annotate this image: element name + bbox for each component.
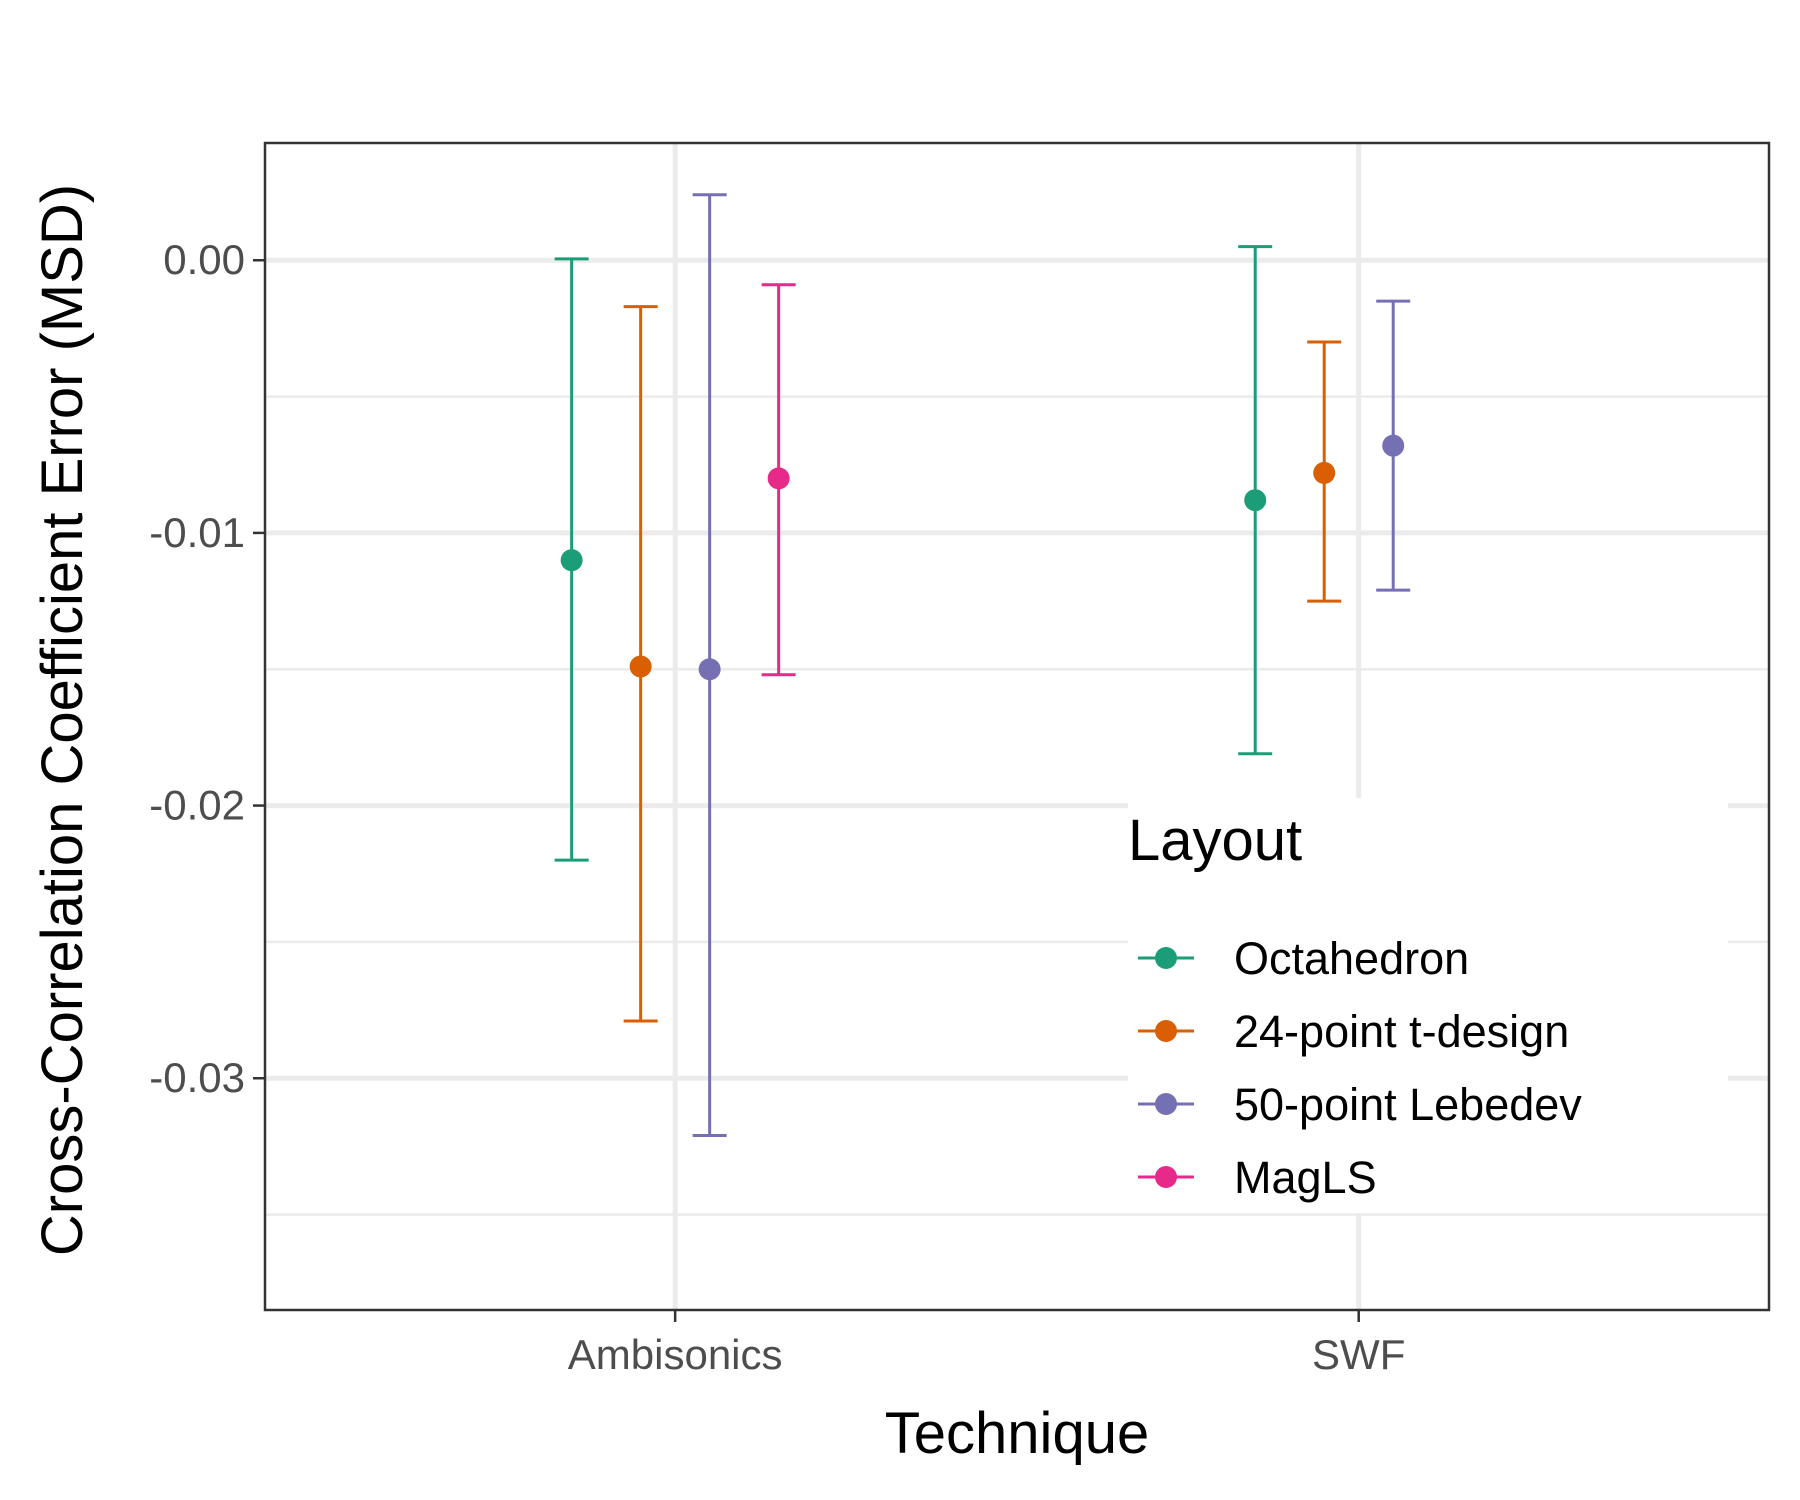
mean-point: [629, 655, 652, 678]
plot-panel-border: [263, 141, 1771, 1312]
data-marks: [554, 193, 1411, 1137]
error-bar-group: [1376, 299, 1411, 592]
y-tick-label: -0.01: [149, 509, 245, 556]
legend-key-point: [1155, 947, 1177, 969]
legend-item: MagLS: [1138, 1152, 1377, 1203]
legend: Layout Octahedron 24-point t-design 50-poin…: [1128, 798, 1728, 1213]
error-bar-group: [554, 257, 589, 862]
x-tick-label: SWF: [1312, 1331, 1405, 1378]
x-axis-title: Technique: [885, 1401, 1149, 1466]
legend-key-point: [1155, 1020, 1177, 1042]
y-tick-label: -0.03: [149, 1054, 245, 1101]
mean-point: [1313, 461, 1336, 484]
legend-item: 24-point t-design: [1138, 1006, 1569, 1057]
legend-background: [1128, 798, 1728, 1213]
y-tick-label: 0.00: [163, 236, 245, 283]
error-bar-group: [1238, 245, 1273, 756]
legend-key-point: [1155, 1166, 1177, 1188]
legend-label: 24-point t-design: [1234, 1006, 1569, 1057]
error-bar-group: [623, 305, 658, 1023]
y-axis-title: Cross-Correlation Coefficient Error (MSD…: [30, 184, 95, 1256]
mean-point: [1382, 434, 1405, 457]
legend-key-point: [1155, 1093, 1177, 1115]
mean-point: [560, 549, 583, 572]
legend-item: 50-point Lebedev: [1138, 1079, 1582, 1130]
legend-label: 50-point Lebedev: [1234, 1079, 1582, 1130]
x-tick-label: Ambisonics: [568, 1331, 783, 1378]
axes: 0.00 -0.01 -0.02 -0.03 Ambisonics SWF: [149, 236, 1405, 1378]
mean-point: [1244, 489, 1267, 512]
legend-label: MagLS: [1234, 1152, 1377, 1203]
legend-title: Layout: [1128, 808, 1302, 873]
mean-point: [767, 467, 790, 490]
mean-point: [698, 658, 721, 681]
legend-label: Octahedron: [1234, 933, 1469, 984]
y-tick-label: -0.02: [149, 782, 245, 829]
error-bar-group: [692, 193, 727, 1137]
error-bar-group: [1307, 340, 1342, 603]
legend-item: Octahedron: [1138, 933, 1469, 984]
error-bar-group: [761, 283, 796, 677]
